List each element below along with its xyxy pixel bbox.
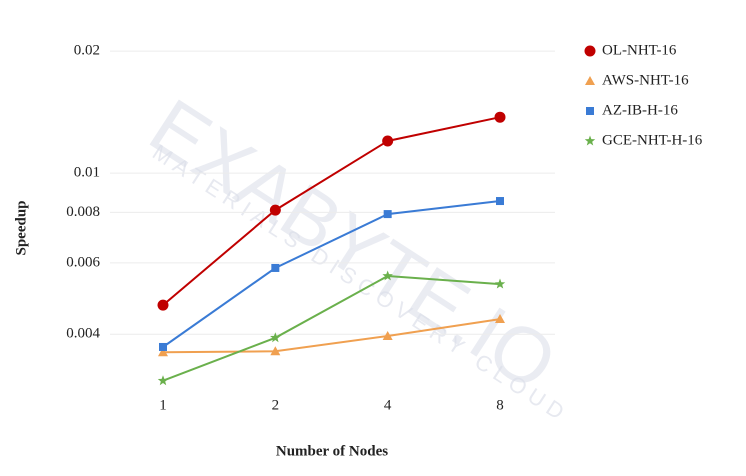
marker	[584, 135, 596, 146]
y-axis-label: Speedup	[13, 200, 29, 255]
marker	[270, 346, 281, 356]
marker	[494, 278, 506, 289]
x-tick-label: 4	[384, 397, 392, 413]
y-tick-label: 0.01	[74, 165, 100, 181]
watermark-subtitle: MATERIALS DISCOVERY CLOUD	[148, 139, 573, 427]
marker	[496, 197, 504, 206]
legend-label: AZ-IB-H-16	[602, 102, 678, 118]
marker	[157, 299, 169, 311]
series-line	[162, 318, 501, 354]
marker	[383, 210, 392, 219]
marker	[382, 270, 393, 281]
marker	[269, 204, 281, 216]
marker	[585, 76, 595, 85]
y-tick-label: 0.008	[66, 204, 100, 220]
marker	[271, 263, 280, 272]
y-tick-label: 0.02	[74, 43, 100, 59]
series-line	[162, 274, 501, 382]
x-tick-label: 1	[159, 397, 167, 413]
legend-label: AWS-NHT-16	[602, 72, 689, 88]
marker	[495, 314, 505, 324]
x-tick-label: 2	[272, 397, 280, 413]
marker	[382, 330, 393, 340]
x-axis-label: Number of Nodes	[276, 443, 388, 459]
marker	[494, 111, 506, 123]
marker	[382, 135, 394, 147]
legend-label: GCE-NHT-H-16	[602, 132, 703, 148]
marker	[584, 45, 596, 57]
y-tick-label: 0.004	[66, 326, 100, 342]
legend-label: OL-NHT-16	[602, 42, 677, 58]
marker	[270, 332, 281, 343]
series-line	[162, 200, 501, 348]
x-tick-label: 8	[496, 397, 504, 413]
marker	[586, 107, 594, 115]
series-line	[162, 116, 501, 306]
marker	[159, 342, 167, 351]
y-tick-label: 0.006	[66, 254, 100, 270]
marker	[157, 375, 169, 386]
watermark: EXABYTE.IO	[135, 81, 572, 407]
marker	[158, 347, 168, 357]
